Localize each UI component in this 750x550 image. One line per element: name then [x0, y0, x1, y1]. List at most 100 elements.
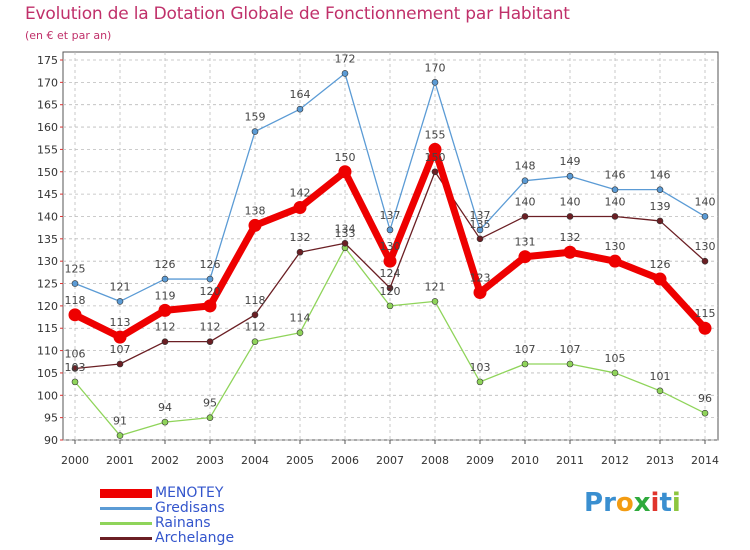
data-label: 130	[605, 240, 626, 253]
data-point	[248, 218, 262, 232]
data-label: 159	[245, 111, 266, 124]
data-point	[206, 275, 214, 283]
x-tick-label: 2013	[646, 454, 674, 467]
data-label: 105	[605, 352, 626, 365]
x-tick-label: 2006	[331, 454, 359, 467]
data-point	[71, 378, 79, 386]
data-point	[566, 213, 574, 220]
y-tick-label: 95	[44, 412, 58, 425]
legend-item: Rainans	[100, 516, 234, 531]
data-label: 94	[158, 401, 172, 414]
data-label: 130	[695, 240, 716, 253]
logo-letter: P	[584, 488, 604, 518]
proxiti-logo: Proxiti	[584, 488, 681, 518]
data-label: 150	[425, 151, 446, 164]
data-label: 118	[245, 294, 266, 307]
data-point	[566, 172, 574, 180]
data-label: 149	[560, 155, 581, 168]
data-label: 101	[650, 370, 671, 383]
data-point	[521, 360, 529, 368]
data-label: 119	[155, 289, 176, 302]
x-tick-label: 2007	[376, 454, 404, 467]
y-tick-label: 140	[37, 210, 58, 223]
legend-swatch	[100, 507, 152, 510]
chart-subtitle: (en € et par an)	[25, 29, 112, 42]
data-point	[521, 213, 529, 220]
data-point	[161, 418, 169, 426]
data-point	[518, 250, 532, 264]
data-point	[611, 213, 619, 220]
data-label: 137	[470, 209, 491, 222]
y-tick-label: 130	[37, 255, 58, 268]
legend-swatch	[100, 537, 152, 540]
data-label: 132	[560, 231, 581, 244]
x-tick-label: 2002	[151, 454, 179, 467]
y-tick-label: 165	[37, 99, 58, 112]
x-tick-label: 2011	[556, 454, 584, 467]
data-label: 112	[200, 321, 221, 334]
data-point	[386, 302, 394, 310]
data-point	[338, 165, 352, 179]
data-point	[611, 369, 619, 377]
data-point	[68, 308, 82, 322]
data-label: 120	[380, 285, 401, 298]
data-point	[341, 239, 349, 247]
data-label: 133	[335, 227, 356, 240]
data-label: 126	[155, 258, 176, 271]
y-tick-label: 170	[37, 76, 58, 89]
data-label: 138	[245, 204, 266, 217]
legend-label: Archelange	[155, 530, 235, 546]
logo-letter: t	[659, 488, 672, 518]
data-label: 120	[200, 285, 221, 298]
data-label: 103	[65, 361, 86, 374]
data-point	[476, 235, 484, 243]
data-label: 142	[290, 187, 311, 200]
data-point	[566, 360, 574, 368]
data-point	[383, 254, 397, 268]
data-label: 140	[515, 195, 536, 208]
logo-letter: x	[633, 488, 651, 518]
data-label: 121	[425, 280, 446, 293]
x-tick-label: 2012	[601, 454, 629, 467]
data-label: 155	[425, 128, 446, 141]
data-label: 150	[335, 151, 356, 164]
data-label: 130	[380, 240, 401, 253]
y-tick-label: 125	[37, 278, 58, 291]
data-label: 112	[245, 321, 266, 334]
legend-item: Gredisans	[100, 501, 234, 516]
legend-swatch	[100, 522, 152, 525]
legend-swatch	[100, 489, 152, 498]
data-point	[341, 70, 349, 77]
data-label: 114	[290, 312, 311, 325]
data-label: 140	[560, 195, 581, 208]
data-label: 139	[650, 200, 671, 213]
y-tick-label: 105	[37, 367, 58, 380]
data-point	[71, 280, 79, 287]
data-point	[296, 105, 304, 113]
x-tick-label: 2000	[61, 454, 89, 467]
data-point	[656, 387, 664, 395]
data-label: 112	[155, 321, 176, 334]
chart-title: Evolution de la Dotation Globale de Fonc…	[25, 4, 570, 24]
x-tick-label: 2003	[196, 454, 224, 467]
data-point	[476, 226, 484, 234]
data-label: 113	[110, 316, 131, 329]
data-label: 91	[113, 415, 127, 428]
data-label: 137	[380, 209, 401, 222]
data-point	[203, 299, 217, 313]
logo-letter: r	[603, 488, 616, 518]
data-label: 115	[695, 307, 716, 320]
x-tick-label: 2009	[466, 454, 494, 467]
x-tick-label: 2010	[511, 454, 539, 467]
data-label: 148	[515, 160, 536, 173]
data-label: 164	[290, 88, 311, 101]
data-point	[386, 226, 394, 234]
data-point	[296, 329, 304, 337]
data-label: 96	[698, 392, 712, 405]
y-tick-label: 150	[37, 166, 58, 179]
data-point	[473, 285, 487, 299]
data-point	[158, 303, 172, 317]
x-tick-label: 2005	[286, 454, 314, 467]
data-point	[296, 248, 304, 256]
